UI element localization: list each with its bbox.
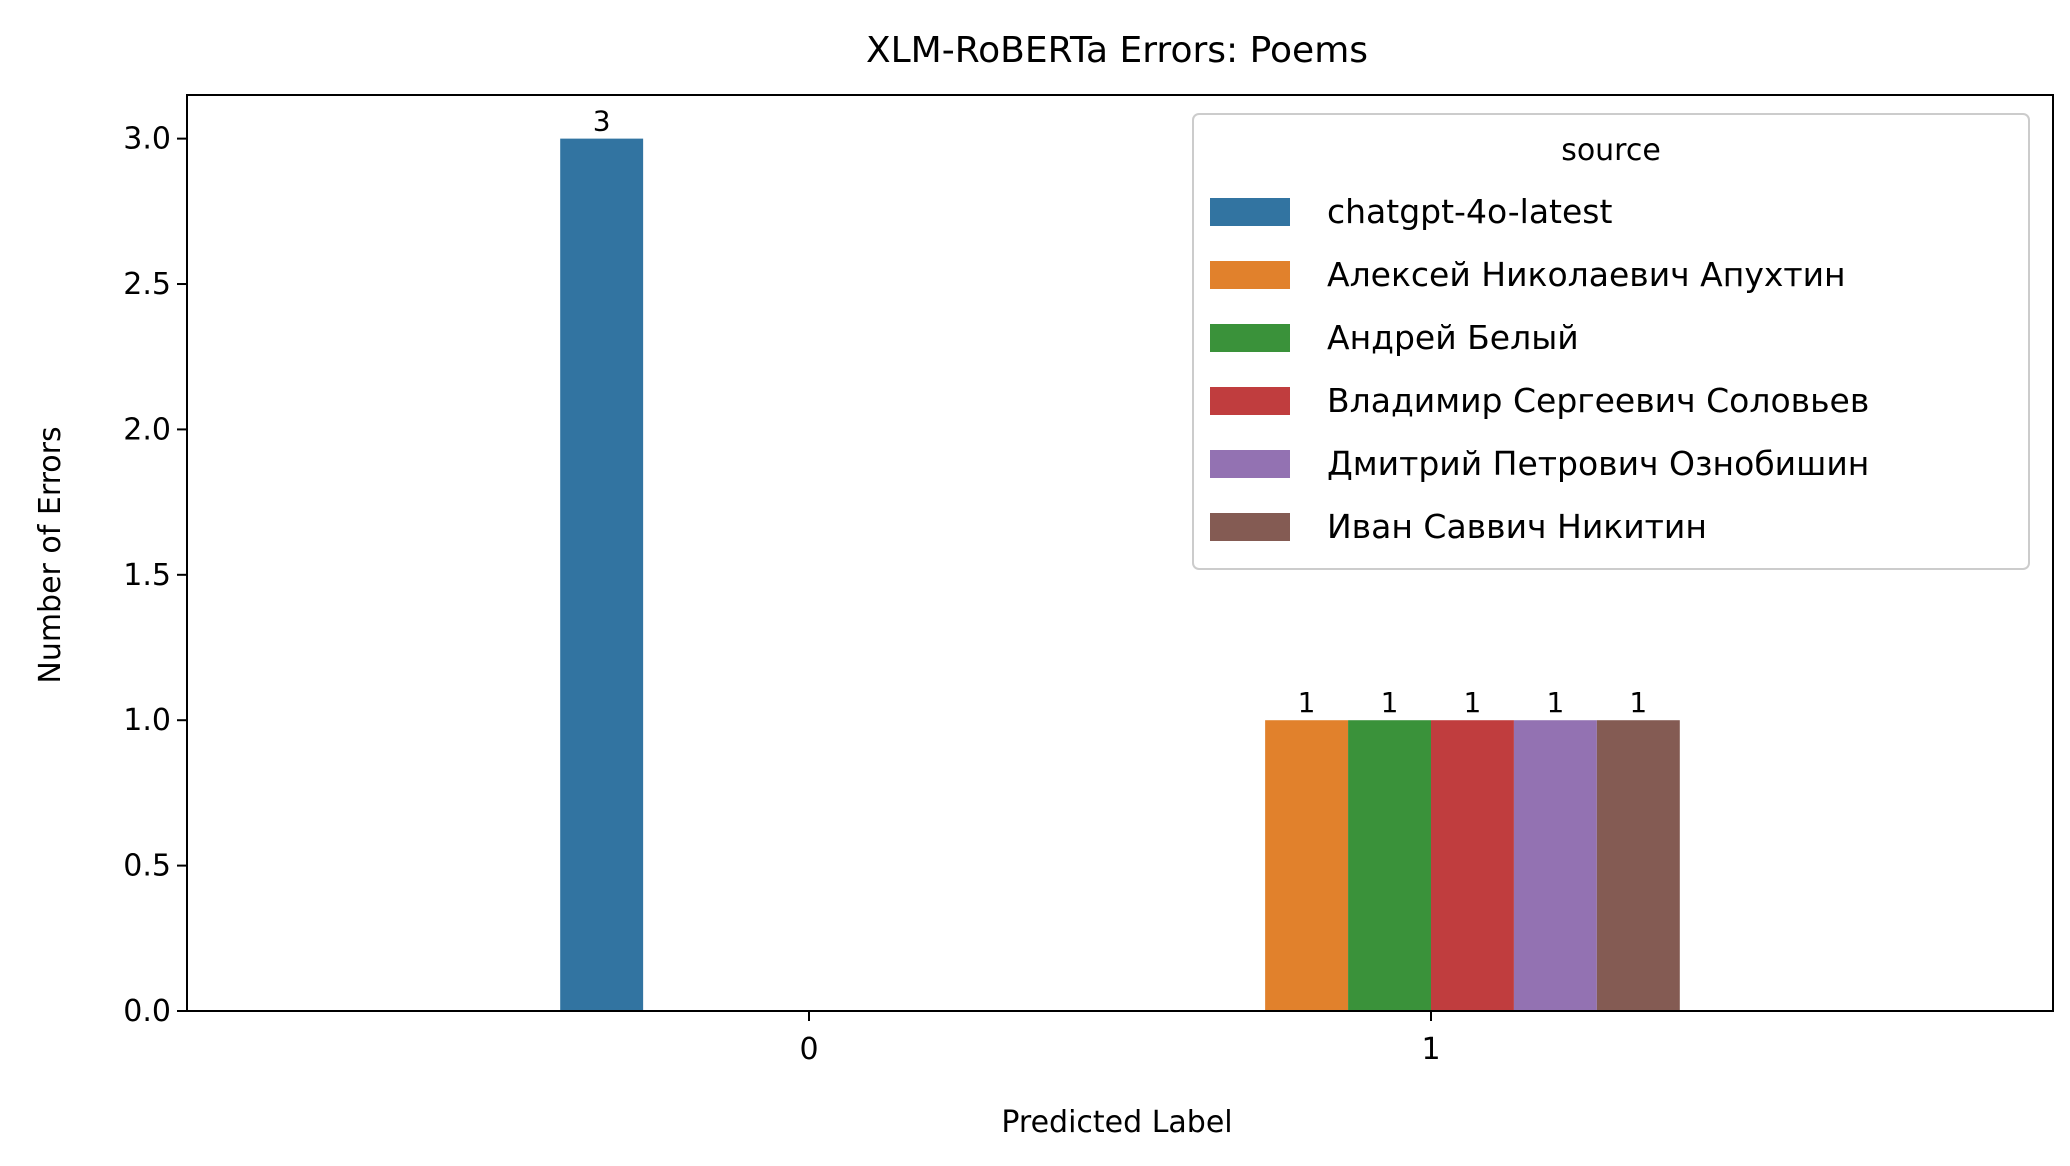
legend-swatch-5	[1210, 513, 1290, 541]
bar-series-0-category-0	[560, 138, 644, 1011]
plot-frame	[186, 94, 2054, 1012]
y-axis-label: Number of Errors	[33, 426, 68, 683]
legend-title: source	[1561, 133, 1661, 168]
y-tick-label-0: 0.0	[123, 994, 171, 1029]
x-tick-label-0: 0	[799, 1032, 818, 1067]
bar-series-5-category-1	[1596, 720, 1680, 1011]
data-labels-layer: 3 1 1 1 1 1	[593, 105, 1647, 720]
bar-series-4-category-1	[1513, 720, 1597, 1011]
bar-series-2-category-1	[1348, 720, 1431, 1011]
legend: source chatgpt-4o-latest Алексей Николаеви…	[1192, 113, 2030, 570]
x-tick-label-1: 1	[1421, 1032, 1440, 1067]
data-label-1: 1	[1298, 686, 1316, 719]
data-label-4: 1	[1546, 686, 1564, 719]
y-tick-label-3: 1.5	[123, 558, 171, 593]
y-tick-label-2: 1.0	[123, 703, 171, 738]
legend-item-label-3: Владимир Сергеевич Соловьев	[1327, 381, 1869, 420]
legend-item-label-4: Дмитрий Петрович Ознобишин	[1327, 444, 1869, 483]
y-axis-ticks: 0.0 0.5 1.0 1.5 2.0 2.5 3.0	[123, 122, 187, 1029]
x-axis-label: Predicted Label	[1001, 1105, 1232, 1140]
legend-box	[1192, 113, 2030, 570]
y-tick-label-1: 0.5	[123, 849, 171, 884]
legend-swatch-0	[1210, 198, 1290, 226]
y-tick-label-4: 2.0	[123, 412, 171, 447]
data-label-3: 1	[1464, 686, 1482, 719]
data-label-0: 3	[593, 105, 611, 138]
legend-item-label-5: Иван Саввич Никитин	[1327, 507, 1707, 546]
chart-title: XLM-RoBERTa Errors: Poems	[866, 30, 1368, 71]
legend-swatch-3	[1210, 387, 1290, 415]
legend-swatch-4	[1210, 450, 1290, 478]
legend-item-label-1: Алексей Николаевич Апухтин	[1327, 255, 1846, 294]
legend-item-label-2: Андрей Белый	[1327, 318, 1579, 357]
y-tick-label-6: 3.0	[123, 122, 171, 157]
legend-item-label-0: chatgpt-4o-latest	[1327, 192, 1612, 231]
legend-swatch-2	[1210, 324, 1290, 352]
y-tick-label-5: 2.5	[123, 267, 171, 302]
data-label-5: 1	[1629, 686, 1647, 719]
legend-swatch-1	[1210, 261, 1290, 289]
bar-series-1-category-1	[1265, 720, 1349, 1011]
data-label-2: 1	[1381, 686, 1399, 719]
bar-series-3-category-1	[1431, 720, 1514, 1011]
bars-layer	[560, 138, 1680, 1011]
